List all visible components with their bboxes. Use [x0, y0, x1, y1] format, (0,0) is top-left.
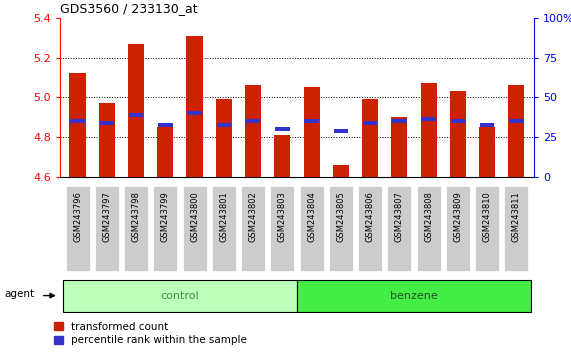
Bar: [362, 99, 378, 177]
FancyBboxPatch shape: [241, 186, 265, 271]
Text: GSM243806: GSM243806: [365, 191, 375, 242]
Bar: [99, 103, 115, 177]
Bar: [129, 113, 143, 118]
Bar: [70, 119, 85, 124]
Bar: [480, 123, 494, 127]
Text: GSM243810: GSM243810: [482, 191, 492, 242]
FancyBboxPatch shape: [417, 186, 441, 271]
Text: GSM243799: GSM243799: [161, 191, 170, 242]
Bar: [333, 165, 349, 177]
Text: GSM243798: GSM243798: [131, 191, 140, 242]
Bar: [157, 127, 174, 177]
Bar: [421, 117, 436, 121]
Bar: [451, 119, 465, 124]
FancyBboxPatch shape: [183, 186, 207, 271]
Bar: [187, 111, 202, 115]
FancyBboxPatch shape: [270, 186, 294, 271]
Bar: [245, 85, 261, 177]
Text: agent: agent: [5, 289, 35, 299]
Text: GSM243804: GSM243804: [307, 191, 316, 242]
Text: GSM243809: GSM243809: [453, 191, 463, 242]
FancyBboxPatch shape: [153, 186, 177, 271]
FancyBboxPatch shape: [95, 186, 119, 271]
Bar: [392, 119, 407, 124]
Bar: [246, 119, 260, 124]
Bar: [363, 121, 377, 125]
Text: GSM243797: GSM243797: [102, 191, 111, 242]
FancyBboxPatch shape: [300, 186, 324, 271]
Text: GSM243800: GSM243800: [190, 191, 199, 242]
Bar: [70, 74, 86, 177]
FancyBboxPatch shape: [504, 186, 528, 271]
Text: GSM243805: GSM243805: [336, 191, 345, 242]
FancyBboxPatch shape: [66, 186, 90, 271]
Bar: [275, 127, 289, 131]
Bar: [158, 123, 172, 127]
Bar: [508, 85, 524, 177]
Bar: [450, 91, 466, 177]
Bar: [304, 87, 320, 177]
Bar: [333, 129, 348, 133]
Bar: [391, 117, 407, 177]
FancyBboxPatch shape: [329, 186, 353, 271]
FancyBboxPatch shape: [358, 186, 382, 271]
Text: GSM243811: GSM243811: [512, 191, 521, 242]
FancyBboxPatch shape: [446, 186, 470, 271]
Text: GSM243801: GSM243801: [219, 191, 228, 242]
FancyBboxPatch shape: [63, 280, 297, 312]
Text: benzene: benzene: [390, 291, 438, 301]
Bar: [99, 121, 114, 125]
Bar: [304, 119, 319, 124]
Bar: [274, 135, 290, 177]
Text: GSM243802: GSM243802: [248, 191, 258, 242]
FancyBboxPatch shape: [124, 186, 148, 271]
Text: GSM243808: GSM243808: [424, 191, 433, 242]
Bar: [216, 99, 232, 177]
FancyBboxPatch shape: [387, 186, 411, 271]
Bar: [187, 36, 203, 177]
Legend: transformed count, percentile rank within the sample: transformed count, percentile rank withi…: [54, 322, 247, 345]
FancyBboxPatch shape: [212, 186, 236, 271]
Text: GSM243803: GSM243803: [278, 191, 287, 242]
Text: control: control: [160, 291, 199, 301]
Text: GSM243796: GSM243796: [73, 191, 82, 242]
Bar: [479, 127, 495, 177]
Bar: [509, 119, 524, 124]
Text: GSM243807: GSM243807: [395, 191, 404, 242]
Text: GDS3560 / 233130_at: GDS3560 / 233130_at: [60, 2, 198, 15]
Bar: [216, 123, 231, 127]
Bar: [128, 44, 144, 177]
Bar: [420, 84, 437, 177]
FancyBboxPatch shape: [297, 280, 531, 312]
FancyBboxPatch shape: [475, 186, 499, 271]
